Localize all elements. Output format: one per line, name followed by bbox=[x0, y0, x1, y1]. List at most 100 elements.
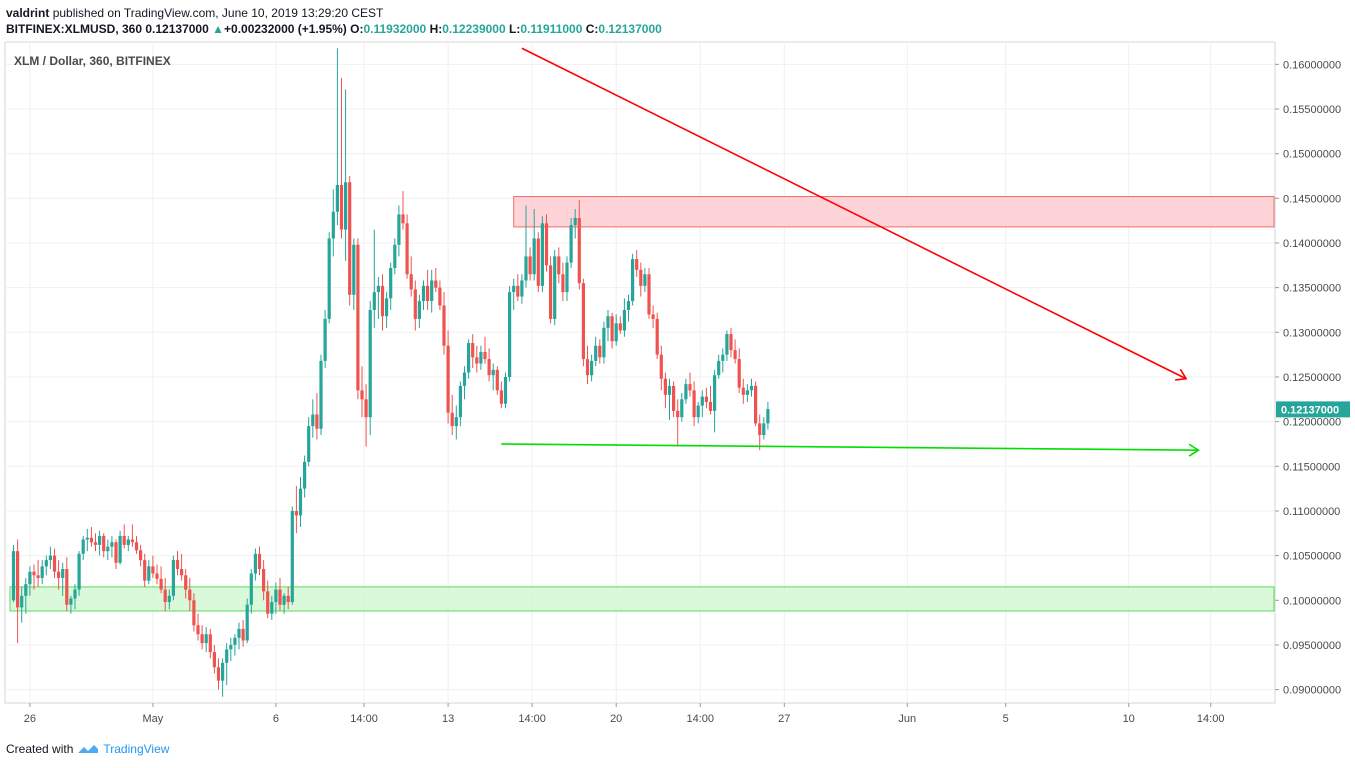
candle-body bbox=[745, 390, 749, 395]
candle-body bbox=[356, 244, 360, 391]
publish-line: valdrint published on TradingView.com, J… bbox=[6, 5, 662, 21]
candle bbox=[11, 544, 16, 603]
candle bbox=[561, 262, 565, 302]
candle bbox=[315, 393, 319, 440]
candle bbox=[766, 401, 770, 430]
candle bbox=[475, 345, 479, 373]
candle bbox=[462, 366, 467, 400]
candle-body bbox=[266, 591, 270, 614]
candle bbox=[622, 298, 626, 337]
candle bbox=[20, 586, 24, 623]
candle-body bbox=[667, 385, 672, 395]
low-value: 0.11911000 bbox=[520, 22, 583, 36]
candle-body bbox=[48, 555, 52, 561]
candle bbox=[573, 209, 577, 239]
candle-body bbox=[458, 385, 462, 418]
drawn-lines bbox=[501, 47, 1200, 457]
tradingview-brand[interactable]: TradingView bbox=[103, 742, 170, 756]
candle bbox=[155, 564, 159, 585]
low-label: L: bbox=[508, 22, 521, 36]
candle-body bbox=[561, 274, 565, 293]
candle-body bbox=[475, 357, 479, 364]
candle-body bbox=[241, 628, 245, 641]
author[interactable]: valdrint bbox=[6, 6, 50, 20]
candle bbox=[426, 269, 430, 310]
candle-body bbox=[499, 390, 503, 404]
candle-body bbox=[167, 595, 171, 603]
candle bbox=[647, 267, 651, 319]
candle-body bbox=[413, 289, 417, 319]
x-tick-label: 26 bbox=[24, 713, 36, 725]
y-tick-label: 0.13000000 bbox=[1283, 327, 1341, 339]
candle-body bbox=[606, 316, 610, 328]
candle bbox=[430, 269, 434, 313]
candle bbox=[147, 560, 151, 585]
candle-body bbox=[52, 555, 57, 572]
y-tick-label: 0.11500000 bbox=[1283, 461, 1340, 473]
candle bbox=[651, 305, 655, 328]
candle bbox=[212, 644, 216, 674]
candle-body bbox=[684, 384, 688, 400]
x-tick-label: 13 bbox=[442, 713, 454, 725]
plot-border bbox=[4, 41, 1276, 704]
high-label: H: bbox=[429, 22, 443, 36]
candle-body bbox=[290, 510, 294, 603]
candle-body bbox=[692, 390, 696, 418]
candle bbox=[122, 524, 126, 549]
candle bbox=[602, 321, 606, 364]
candle-body bbox=[270, 602, 274, 614]
candle bbox=[44, 555, 48, 576]
candle bbox=[696, 401, 700, 424]
candle bbox=[130, 524, 134, 547]
candle bbox=[192, 593, 196, 632]
candle-body bbox=[163, 589, 167, 603]
zones bbox=[9, 196, 1275, 612]
candle-body bbox=[221, 662, 225, 681]
candle-body bbox=[364, 399, 368, 418]
candle bbox=[73, 584, 77, 610]
candle bbox=[631, 253, 635, 306]
candle-body bbox=[171, 560, 175, 596]
candle-body bbox=[81, 539, 85, 554]
candle-body bbox=[581, 283, 585, 360]
candle bbox=[114, 539, 118, 570]
candle bbox=[393, 238, 397, 275]
created-with-label: Created with bbox=[6, 742, 74, 756]
candle-body bbox=[372, 292, 376, 310]
candle bbox=[708, 385, 713, 415]
candle bbox=[237, 622, 241, 650]
candle bbox=[163, 577, 167, 611]
candle-body bbox=[352, 244, 356, 295]
candle-body bbox=[544, 223, 549, 266]
candle-body bbox=[467, 343, 471, 373]
candle bbox=[528, 247, 532, 281]
candle-body bbox=[454, 417, 458, 427]
candle bbox=[118, 530, 122, 565]
candle bbox=[672, 381, 676, 418]
resistance-zone bbox=[513, 196, 1275, 228]
y-tick-label: 0.12500000 bbox=[1283, 372, 1341, 384]
candle-body bbox=[122, 535, 126, 545]
candle-body bbox=[339, 184, 344, 230]
candle-body bbox=[319, 360, 323, 429]
candle-body bbox=[725, 334, 729, 355]
candle bbox=[442, 292, 446, 355]
candle-body bbox=[405, 223, 409, 275]
candle-body bbox=[614, 323, 618, 342]
candle bbox=[438, 280, 442, 310]
candle-body bbox=[368, 309, 372, 418]
candle bbox=[495, 366, 499, 395]
candle-body bbox=[524, 256, 528, 281]
candle bbox=[565, 256, 569, 302]
candle-body bbox=[315, 414, 319, 429]
candle-body bbox=[569, 225, 573, 263]
candle-body bbox=[233, 637, 237, 645]
candle bbox=[536, 232, 540, 293]
candle-body bbox=[659, 354, 663, 379]
candle-body bbox=[249, 573, 253, 605]
candle-body bbox=[130, 539, 134, 543]
x-tick-label: Jun bbox=[898, 713, 916, 725]
high-value: 0.12239000 bbox=[442, 22, 506, 36]
candle-body bbox=[417, 301, 421, 319]
